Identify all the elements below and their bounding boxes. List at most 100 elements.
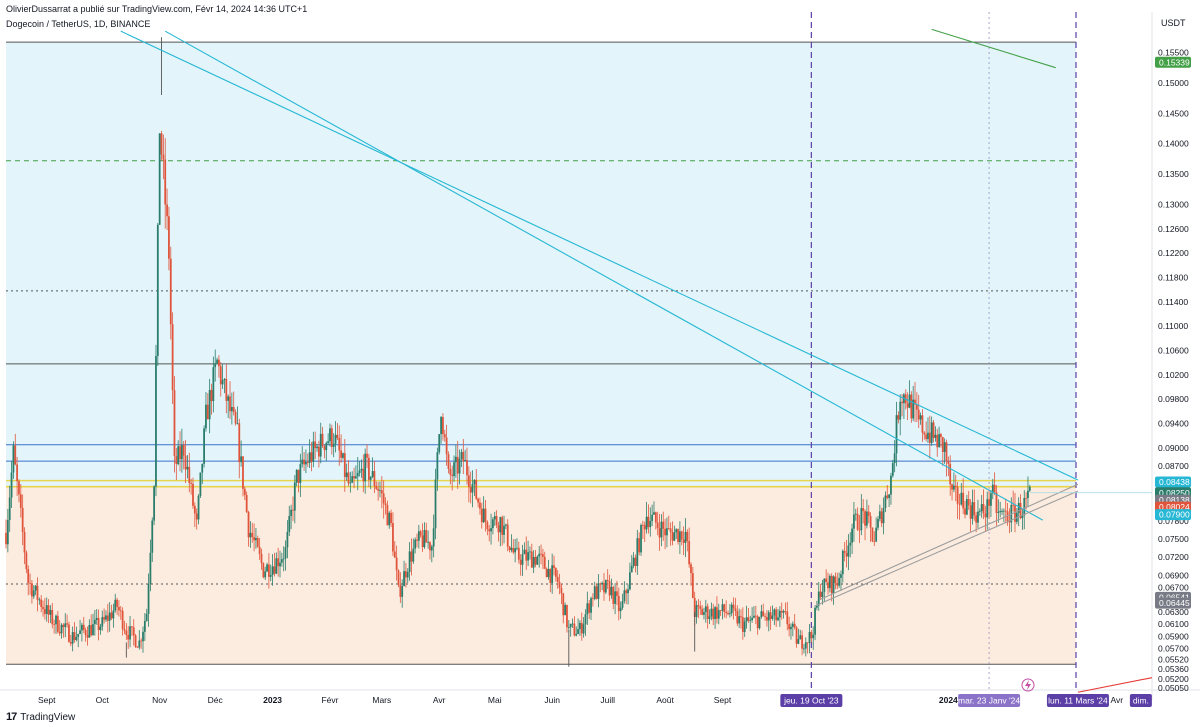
candle-body bbox=[60, 624, 63, 634]
candle bbox=[132, 619, 135, 646]
candle-body bbox=[643, 525, 646, 530]
candle bbox=[219, 361, 222, 397]
candle-body bbox=[686, 531, 689, 542]
candle-body bbox=[1021, 515, 1024, 519]
candle bbox=[686, 529, 689, 552]
candle bbox=[410, 538, 413, 576]
candle bbox=[245, 491, 248, 513]
candle-body bbox=[182, 445, 185, 456]
candle bbox=[980, 495, 983, 518]
candle-body bbox=[551, 565, 554, 583]
candle-body bbox=[438, 434, 441, 453]
trendline bbox=[814, 490, 1079, 607]
candle-body bbox=[771, 615, 774, 619]
candle bbox=[858, 514, 861, 543]
candle bbox=[417, 524, 420, 549]
candle-body bbox=[242, 456, 244, 489]
candle-body bbox=[590, 598, 592, 613]
candle bbox=[18, 479, 20, 503]
candle-body bbox=[899, 401, 902, 420]
candle-body bbox=[401, 586, 404, 597]
candle bbox=[532, 550, 535, 573]
candle-body bbox=[42, 607, 44, 610]
candle bbox=[14, 433, 17, 466]
candle-body bbox=[921, 415, 924, 433]
price-axis[interactable]: 0.15500 0.15000 0.14500 0.14000 0.13500 0.130… bbox=[1158, 47, 1189, 693]
candle-body bbox=[823, 578, 826, 592]
candle bbox=[336, 423, 339, 441]
candle-body bbox=[31, 583, 33, 597]
candle bbox=[845, 539, 848, 568]
candle bbox=[736, 605, 739, 626]
candle-body bbox=[710, 608, 713, 617]
candle bbox=[828, 574, 831, 593]
candle bbox=[756, 614, 759, 635]
footer-brand[interactable]: 17 TradingView bbox=[6, 711, 75, 723]
candle-body bbox=[286, 531, 289, 548]
candle-body bbox=[769, 612, 772, 619]
candle bbox=[234, 409, 237, 426]
candle-body bbox=[62, 624, 65, 628]
candle-body bbox=[356, 472, 359, 477]
candle-body bbox=[403, 571, 405, 587]
candle bbox=[875, 517, 878, 543]
candle bbox=[75, 626, 78, 642]
candle-body bbox=[447, 454, 450, 469]
candle bbox=[567, 620, 570, 633]
candle-body bbox=[738, 616, 741, 624]
candle-body bbox=[392, 523, 394, 552]
candle bbox=[36, 577, 39, 612]
price-tick-label: 0.05700 bbox=[1158, 643, 1189, 653]
candle-body bbox=[836, 583, 839, 586]
candle-body bbox=[399, 584, 402, 597]
candle bbox=[923, 431, 926, 440]
candle-body bbox=[97, 617, 100, 631]
candle-body bbox=[910, 394, 913, 419]
candle-body bbox=[817, 591, 820, 606]
candle bbox=[745, 605, 748, 629]
candle-body bbox=[997, 512, 1000, 513]
candle bbox=[208, 378, 211, 434]
candle bbox=[523, 542, 526, 555]
candle-body bbox=[777, 617, 779, 621]
price-tag-box bbox=[1155, 509, 1191, 521]
candle-body bbox=[230, 406, 233, 412]
candle bbox=[353, 467, 355, 489]
candle-body bbox=[101, 617, 104, 627]
candle-body bbox=[623, 590, 626, 602]
candle bbox=[656, 511, 659, 536]
candle-body bbox=[612, 586, 615, 604]
candle bbox=[90, 614, 93, 637]
candle-body bbox=[610, 586, 613, 596]
candle bbox=[801, 630, 803, 656]
candle bbox=[673, 525, 676, 542]
candle-body bbox=[308, 452, 311, 463]
candle bbox=[793, 613, 796, 630]
candle bbox=[118, 600, 120, 617]
candle bbox=[404, 562, 407, 588]
candle bbox=[93, 609, 96, 636]
candle bbox=[573, 616, 576, 637]
candle bbox=[114, 593, 117, 613]
candle bbox=[97, 609, 100, 641]
candle-body bbox=[527, 552, 529, 561]
candle-body bbox=[234, 412, 237, 424]
time-axis[interactable]: Sept Oct Nov Déc 2023 Févr Mars Avr Mai Juin Juill… bbox=[38, 695, 1123, 705]
candle-body bbox=[127, 634, 130, 640]
candle-body bbox=[529, 551, 531, 553]
candle bbox=[136, 646, 139, 648]
candle bbox=[503, 515, 505, 544]
candle bbox=[482, 496, 485, 523]
candle bbox=[588, 600, 591, 619]
price-tick-label: 0.12600 bbox=[1158, 224, 1189, 234]
candle-body bbox=[936, 434, 939, 448]
candle bbox=[56, 610, 59, 634]
candle-body bbox=[73, 632, 76, 641]
candle bbox=[406, 568, 409, 583]
candle-body bbox=[218, 359, 220, 367]
candle bbox=[549, 568, 552, 593]
candle bbox=[112, 603, 115, 628]
candle bbox=[140, 638, 143, 649]
candle-body bbox=[12, 445, 15, 473]
